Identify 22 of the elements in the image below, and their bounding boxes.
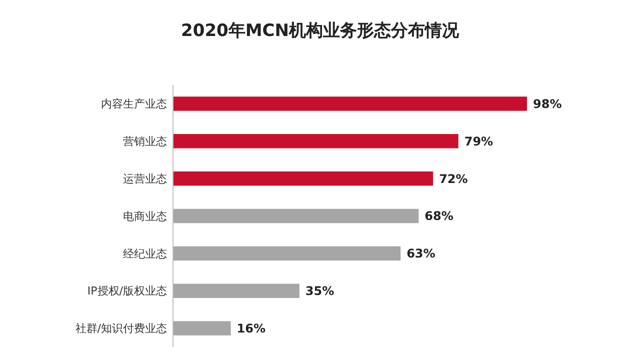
data-label: 72% [439, 172, 468, 186]
data-label: 98% [533, 96, 562, 111]
chart-title: 2020年MCN机构业务形态分布情况 [181, 21, 460, 41]
bar [173, 96, 527, 111]
bar [173, 246, 401, 261]
data-label: 63% [406, 246, 436, 261]
y-tick-label: 电商业态 [123, 210, 167, 223]
bar [173, 284, 300, 298]
bar [173, 208, 419, 224]
y-tick-label: 营销业态 [123, 134, 167, 148]
bar [173, 134, 458, 148]
y-tick-label: 内容生产业态 [101, 98, 167, 111]
bar [173, 171, 434, 186]
data-label: 35% [305, 284, 334, 298]
y-tick-label: IP授权/版权业态 [87, 284, 167, 298]
y-tick-label: 社群/知识付费业态 [75, 322, 167, 336]
bar [173, 321, 231, 336]
y-tick-label: 运营业态 [123, 172, 167, 186]
y-tick-label: 经纪业态 [123, 247, 167, 260]
data-label: 68% [424, 209, 454, 224]
data-label: 16% [236, 321, 266, 336]
data-label: 79% [464, 134, 494, 148]
